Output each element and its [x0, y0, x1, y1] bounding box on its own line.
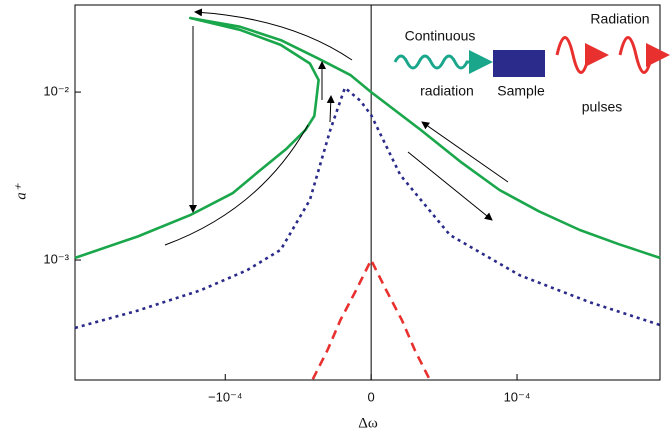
sample-box — [493, 50, 545, 77]
inset — [393, 36, 670, 77]
annotation: Radiation — [590, 11, 649, 27]
continuous-wave — [393, 50, 493, 74]
annotation: pulses — [582, 99, 622, 115]
series-line — [74, 86, 661, 330]
series-line — [74, 16, 661, 260]
plot-marks — [74, 5, 661, 380]
arrows — [164, 8, 509, 246]
plot-frame — [74, 4, 661, 381]
x-tick-label: 10⁻⁴ — [504, 389, 531, 404]
pulse-wave — [555, 36, 609, 74]
y-tick-label: 10⁻³ — [43, 251, 69, 266]
pulse-wave — [618, 36, 670, 74]
annotation: Continuous — [405, 28, 476, 44]
annotation: radiation — [420, 83, 474, 99]
x-axis-label: Δω — [358, 415, 378, 431]
x-tick-label: −10⁻⁴ — [208, 389, 243, 404]
y-tick-label: 10⁻² — [43, 84, 69, 99]
y-axis-label: a⁺ — [13, 183, 29, 200]
x-tick-label: 0 — [368, 389, 375, 404]
annotation: Sample — [497, 83, 545, 99]
